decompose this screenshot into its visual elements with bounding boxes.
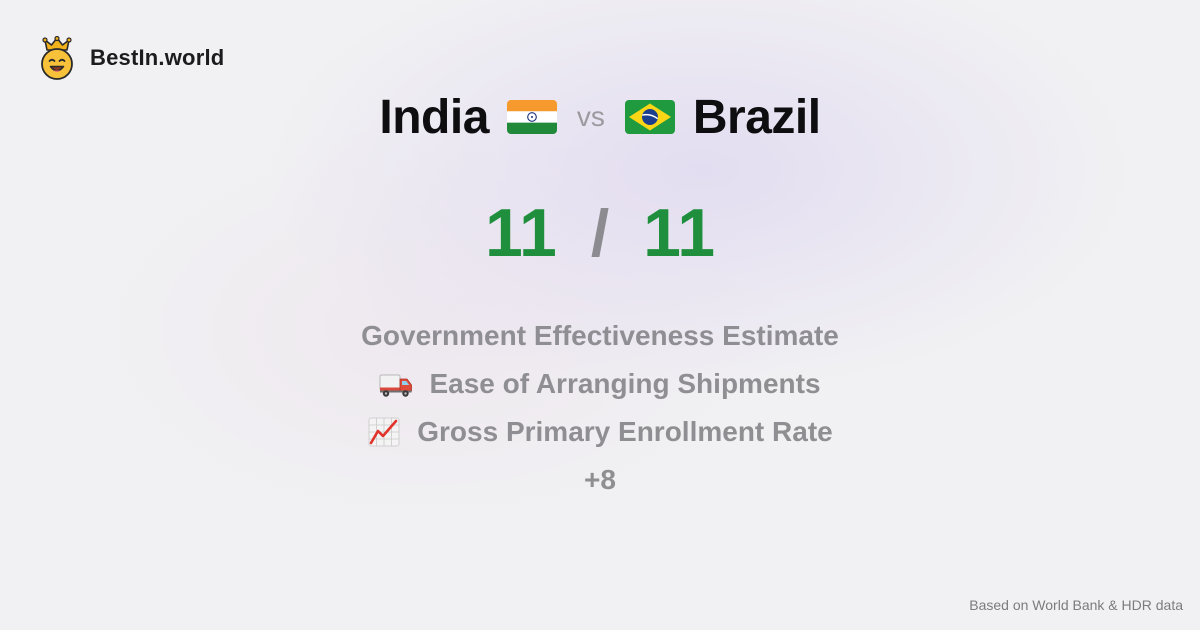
vs-label: vs bbox=[576, 101, 605, 132]
metric-label: Ease of Arranging Shipments bbox=[429, 368, 821, 399]
india-flag-icon bbox=[506, 100, 557, 134]
data-source-note: Based on World Bank & HDR data bbox=[969, 597, 1183, 613]
left-score: 11 bbox=[484, 195, 557, 271]
left-country-name: India bbox=[379, 90, 489, 144]
metric-item: Gross Primary Enrollment Rate bbox=[367, 408, 833, 456]
more-metrics-count: +8 bbox=[584, 456, 616, 504]
right-country-name: Brazil bbox=[692, 90, 821, 144]
more-label: +8 bbox=[584, 464, 616, 495]
brand-name: BestIn.world bbox=[90, 45, 225, 70]
delivery-truck-icon bbox=[379, 374, 413, 397]
score-separator: / bbox=[590, 196, 610, 270]
metric-item: Ease of Arranging Shipments bbox=[379, 360, 821, 408]
metric-item: Government Effectiveness Estimate bbox=[361, 312, 839, 360]
comparison-title: India vs Brazil bbox=[0, 84, 1200, 150]
chart-increasing-icon bbox=[368, 417, 400, 447]
right-score: 11 bbox=[643, 195, 716, 271]
brand-header[interactable]: BestIn.world bbox=[38, 36, 224, 80]
crowned-smiley-icon bbox=[41, 36, 73, 80]
brazil-flag-icon bbox=[624, 100, 675, 134]
metric-label: Government Effectiveness Estimate bbox=[361, 320, 839, 351]
metric-label: Gross Primary Enrollment Rate bbox=[417, 416, 833, 447]
metrics-list: Government Effectiveness Estimate Ease o… bbox=[0, 312, 1200, 504]
score-display: 11 / 11 bbox=[0, 188, 1200, 278]
